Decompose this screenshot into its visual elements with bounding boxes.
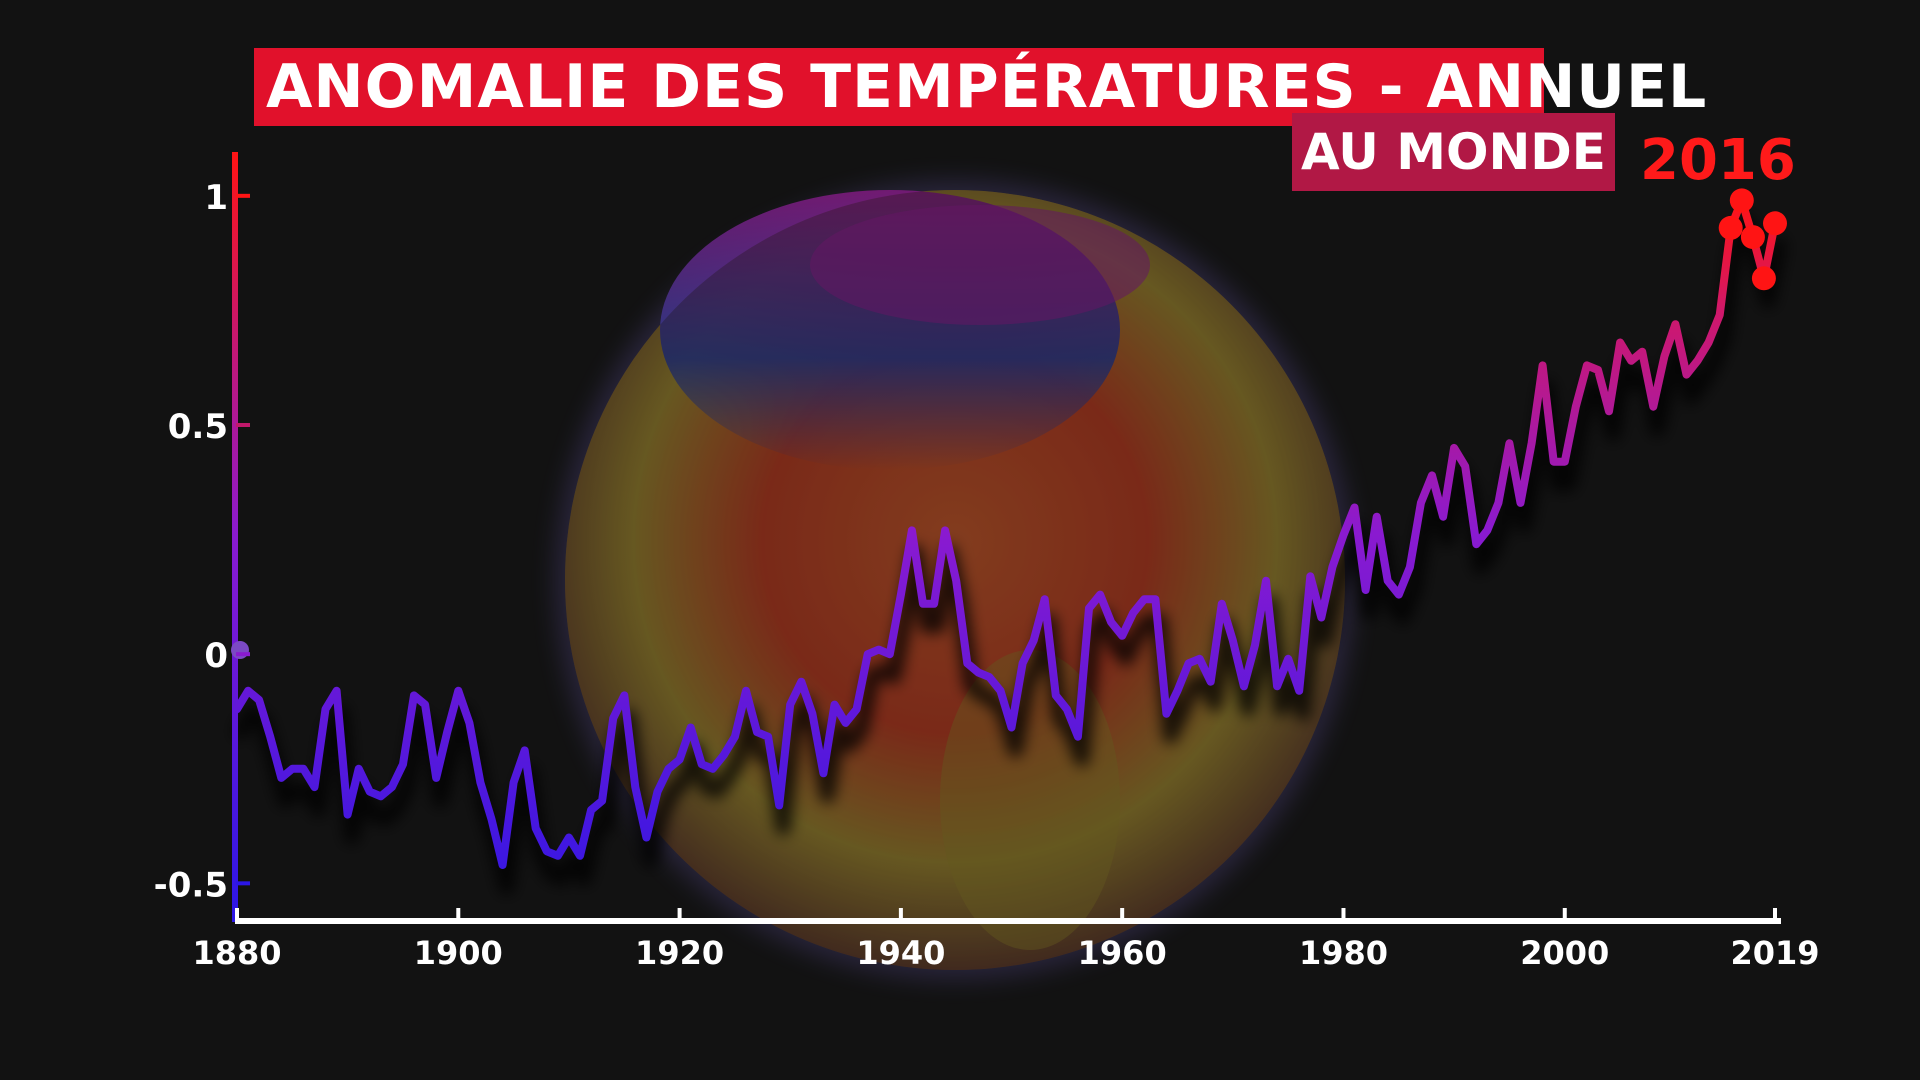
x-tick-mark — [1773, 908, 1777, 922]
highlight-point-2015 — [1718, 215, 1743, 240]
y-tick-mark — [236, 652, 250, 657]
x-tick-label: 1940 — [856, 934, 945, 972]
y-tick-mark — [236, 881, 250, 886]
highlight-point-2019 — [1763, 211, 1787, 236]
x-tick-mark — [1120, 908, 1125, 922]
x-tick-mark — [235, 908, 239, 922]
highlight-point-2017 — [1740, 225, 1765, 250]
y-tick-label: 0 — [204, 636, 228, 676]
x-tick-label: 2000 — [1520, 934, 1609, 972]
y-tick-label: -0.5 — [154, 865, 228, 905]
x-tick-marks — [235, 908, 1777, 922]
x-tick-mark — [1562, 908, 1567, 922]
series-line — [233, 196, 1779, 869]
y-tick-marks — [236, 193, 250, 886]
subtitle-background — [1292, 113, 1615, 191]
x-tick-label: 1900 — [414, 934, 503, 972]
x-tick-label: 1960 — [1078, 934, 1167, 972]
chart-title: ANOMALIE DES TEMPÉRATURES - ANNUEL — [266, 52, 1708, 122]
highlight-points — [1718, 188, 1787, 291]
x-tick-label: 1920 — [635, 934, 724, 972]
y-tick-labels: 1 0.5 0 -0.5 — [154, 178, 228, 905]
x-tick-mark — [456, 908, 461, 922]
y-tick-label: 0.5 — [168, 407, 228, 447]
x-tick-label: 1980 — [1299, 934, 1388, 972]
chart-subtitle: AU MONDE — [1301, 123, 1606, 181]
x-tick-mark — [1341, 908, 1346, 922]
y-tick-mark — [236, 423, 250, 427]
y-tick-label: 1 — [204, 178, 228, 218]
highlight-year-label: 2016 — [1640, 128, 1796, 193]
x-tick-label: 1880 — [192, 934, 281, 972]
highlight-point-2018 — [1751, 266, 1776, 291]
y-tick-mark — [236, 193, 250, 198]
y-axis — [232, 152, 238, 922]
x-tick-mark — [898, 908, 903, 922]
x-tick-mark — [677, 908, 682, 922]
x-tick-label: 2019 — [1730, 934, 1819, 972]
zero-marker — [231, 641, 249, 659]
x-tick-labels: 1880 1900 1920 1940 1960 1980 2000 2019 — [192, 934, 1819, 972]
highlight-point-2016 — [1729, 188, 1754, 213]
x-axis — [235, 918, 1781, 924]
